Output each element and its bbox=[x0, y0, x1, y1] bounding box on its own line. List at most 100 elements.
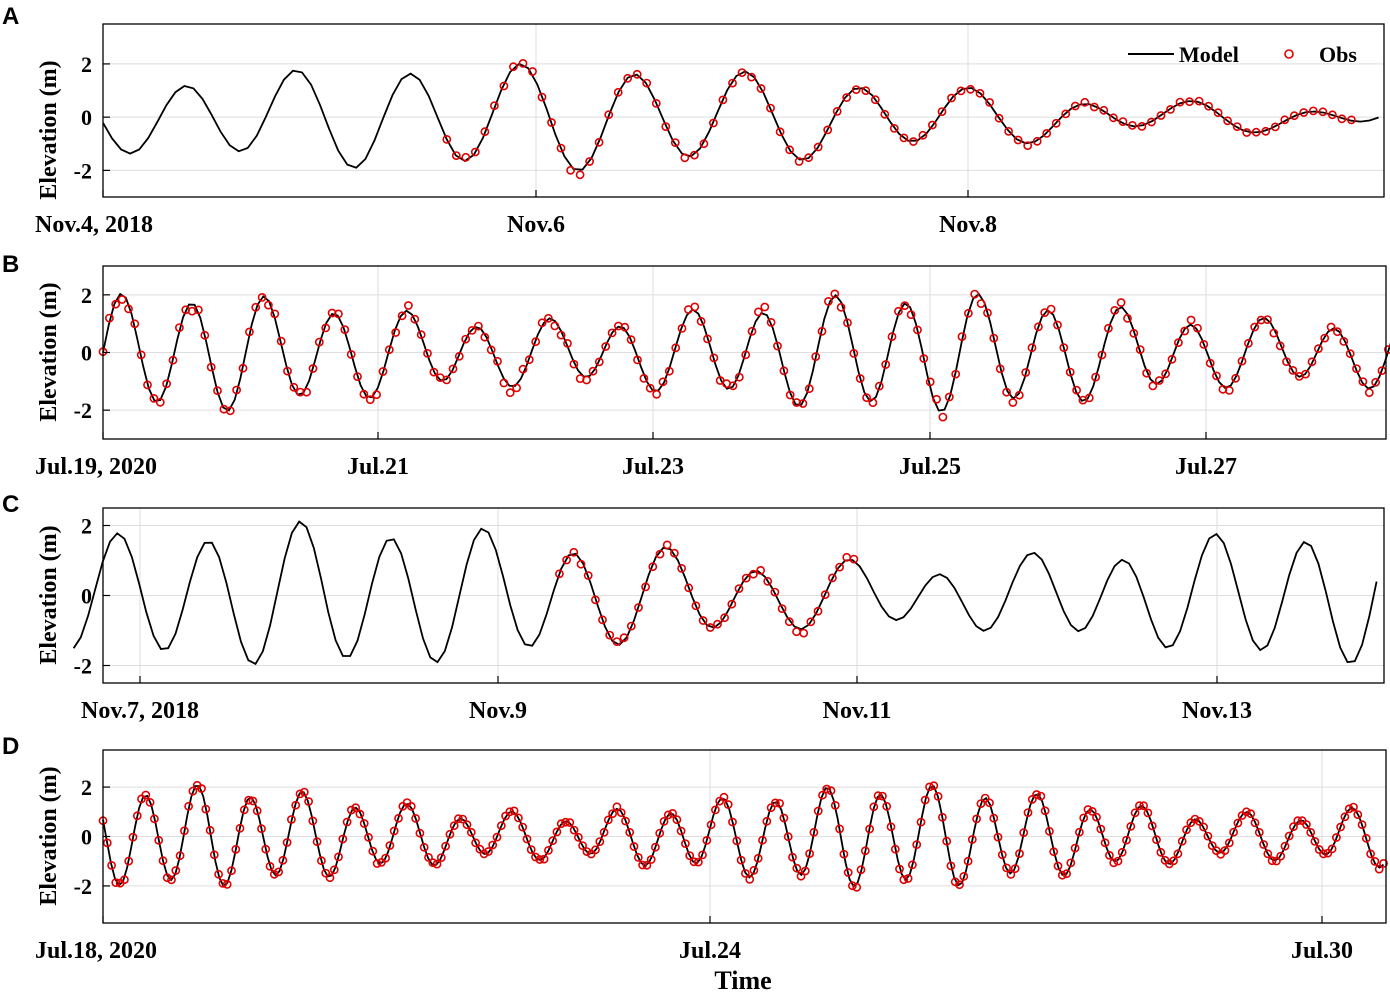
obs-point bbox=[880, 109, 890, 119]
obs-point bbox=[607, 328, 617, 338]
obs-point bbox=[231, 845, 241, 854]
obs-point bbox=[868, 398, 878, 407]
obs-point bbox=[705, 623, 715, 632]
obs-point bbox=[1042, 128, 1052, 138]
obs-point bbox=[598, 615, 607, 625]
obs-point bbox=[946, 861, 956, 871]
x-tick-label: Nov.7, 2018 bbox=[81, 698, 199, 724]
obs-point bbox=[976, 799, 986, 809]
obs-point bbox=[642, 860, 652, 870]
obs-point bbox=[1263, 849, 1273, 859]
obs-point bbox=[522, 834, 532, 844]
obs-point bbox=[1340, 812, 1350, 822]
obs-point bbox=[111, 878, 121, 887]
obs-point bbox=[830, 801, 840, 810]
obs-point bbox=[141, 790, 151, 800]
x-tick-label: Jul.21 bbox=[347, 454, 409, 480]
obs-point bbox=[200, 330, 210, 340]
obs-point bbox=[308, 364, 318, 373]
obs-point bbox=[855, 374, 865, 383]
obs-point bbox=[849, 554, 859, 564]
obs-point bbox=[1010, 864, 1020, 873]
obs-point bbox=[365, 395, 375, 404]
obs-point bbox=[385, 841, 395, 850]
obs-point bbox=[321, 323, 331, 333]
obs-point bbox=[826, 786, 836, 796]
obs-point bbox=[1185, 97, 1194, 107]
obs-point bbox=[124, 856, 134, 866]
obs-point bbox=[756, 566, 765, 575]
obs-point bbox=[509, 62, 518, 72]
obs-point bbox=[670, 548, 679, 558]
obs-point bbox=[149, 814, 159, 824]
obs-point bbox=[1345, 349, 1355, 359]
obs-point bbox=[117, 295, 127, 304]
obs-point bbox=[783, 832, 793, 842]
obs-point bbox=[670, 138, 680, 147]
obs-point bbox=[1040, 806, 1050, 816]
obs-point bbox=[749, 865, 759, 875]
obs-point bbox=[302, 387, 311, 397]
obs-point bbox=[1027, 343, 1037, 353]
obs-point bbox=[895, 864, 904, 874]
obs-point bbox=[1147, 117, 1156, 127]
obs-point bbox=[964, 308, 973, 318]
obs-point bbox=[143, 380, 152, 390]
obs-point bbox=[222, 880, 232, 889]
obs-point bbox=[197, 784, 206, 793]
obs-point bbox=[942, 836, 952, 846]
obs-point bbox=[856, 865, 866, 875]
obs-point bbox=[499, 378, 509, 388]
obs-point bbox=[1306, 828, 1316, 837]
obs-point bbox=[638, 860, 647, 870]
obs-point bbox=[471, 838, 480, 848]
legend-obs-marker bbox=[1284, 49, 1294, 59]
obs-point bbox=[641, 582, 650, 592]
obs-point bbox=[925, 782, 934, 792]
obs-point bbox=[706, 820, 716, 830]
obs-point bbox=[406, 801, 416, 811]
obs-point bbox=[661, 122, 671, 131]
obs-point bbox=[1002, 863, 1011, 873]
obs-point bbox=[594, 357, 604, 367]
obs-point bbox=[1053, 320, 1062, 330]
obs-point bbox=[1139, 801, 1148, 811]
obs-point bbox=[556, 330, 566, 340]
obs-point bbox=[1231, 373, 1240, 383]
obs-point bbox=[270, 309, 280, 319]
obs-point bbox=[972, 814, 981, 824]
obs-point bbox=[861, 86, 871, 96]
obs-point bbox=[167, 875, 176, 885]
obs-point bbox=[711, 805, 720, 815]
obs-point bbox=[552, 827, 562, 837]
y-tick-label: 2 bbox=[81, 775, 92, 800]
obs-point bbox=[512, 383, 521, 393]
obs-point bbox=[556, 143, 566, 153]
obs-point bbox=[171, 866, 181, 875]
obs-point bbox=[353, 372, 362, 381]
obs-point bbox=[548, 836, 558, 846]
obs-point bbox=[1232, 122, 1242, 131]
obs-point bbox=[788, 852, 797, 862]
obs-point bbox=[852, 882, 862, 892]
obs-point bbox=[537, 92, 547, 102]
obs-point bbox=[956, 86, 966, 96]
obs-point bbox=[794, 157, 804, 166]
obs-point bbox=[811, 352, 821, 361]
obs-point bbox=[1261, 126, 1271, 136]
obs-point bbox=[467, 325, 477, 335]
obs-point bbox=[441, 841, 450, 851]
obs-point bbox=[1013, 135, 1023, 145]
obs-point bbox=[1075, 827, 1084, 837]
obs-point bbox=[466, 827, 476, 837]
obs-point bbox=[585, 157, 594, 166]
obs-point bbox=[381, 853, 390, 863]
obs-point bbox=[925, 377, 935, 387]
obs-point bbox=[1307, 357, 1317, 367]
y-tick-label: -2 bbox=[74, 874, 92, 899]
y-axis-label-d: Elevation (m) bbox=[36, 766, 62, 905]
y-tick-label: 0 bbox=[81, 584, 92, 609]
obs-point bbox=[908, 860, 917, 870]
obs-point bbox=[1344, 804, 1354, 814]
obs-point bbox=[1083, 805, 1093, 814]
